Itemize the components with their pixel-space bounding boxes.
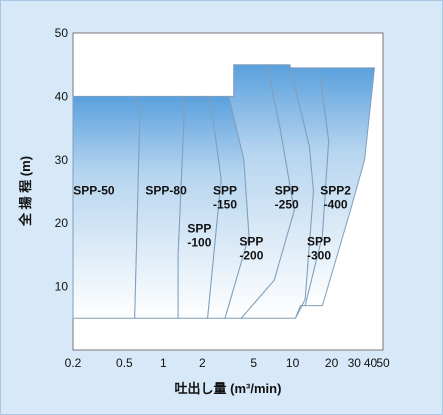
region-label-line: SPP xyxy=(187,222,211,236)
region-label-line: -300 xyxy=(307,248,331,262)
region-label-line: SPP xyxy=(239,234,263,248)
region-label-line: -250 xyxy=(275,198,299,212)
x-tick-label: 5 xyxy=(250,356,257,370)
x-tick-label: 10 xyxy=(286,356,300,370)
y-axis-label: 全 揚 程 (m) xyxy=(18,156,33,227)
x-tick-label: 30 xyxy=(348,356,362,370)
x-axis-label: 吐出し量 (m³/min) xyxy=(175,381,282,396)
x-tick-label: 0.2 xyxy=(65,356,82,370)
x-tick-label: 20 xyxy=(325,356,339,370)
x-tick-label: 2 xyxy=(199,356,206,370)
region-label-line: SPP2 xyxy=(320,184,351,198)
region-label-line: -400 xyxy=(324,198,348,212)
region-label-line: SPP-80 xyxy=(145,184,187,198)
region-label-line: SPP xyxy=(307,234,331,248)
y-tick-label: 30 xyxy=(55,153,69,167)
region-label-line: -200 xyxy=(239,248,263,262)
region-spp80 xyxy=(133,95,185,319)
y-tick-label: 40 xyxy=(55,89,69,103)
y-tick-label: 50 xyxy=(55,26,69,40)
x-tick-label: 0.5 xyxy=(116,356,133,370)
region-spp2400 xyxy=(304,67,376,307)
y-tick-label: 10 xyxy=(55,280,69,294)
region-label-line: -100 xyxy=(187,236,211,250)
region-label-line: -150 xyxy=(213,198,237,212)
x-tick-label: 1 xyxy=(160,356,167,370)
y-tick-label: 20 xyxy=(55,216,69,230)
x-tick-label: 40 xyxy=(364,356,378,370)
performance-regions xyxy=(72,64,376,319)
region-spp300 xyxy=(289,64,330,319)
region-labels: SPP-50 SPP-80SPP-100SPP-150SPP-200SPP-250… xyxy=(73,184,351,263)
region-label-line: SPP xyxy=(213,184,237,198)
x-tick-label: 50 xyxy=(376,356,390,370)
region-label-line: SPP xyxy=(275,184,299,198)
region-label-line: SPP-50 xyxy=(73,184,115,198)
region-spp50 xyxy=(72,95,141,319)
